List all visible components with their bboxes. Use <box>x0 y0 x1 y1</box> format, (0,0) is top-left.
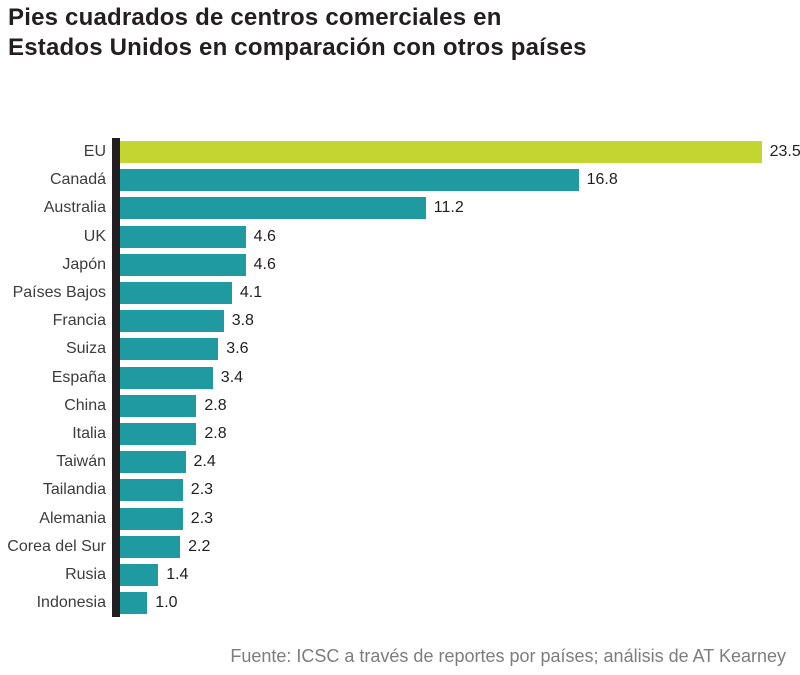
bar <box>120 479 183 502</box>
category-label: China <box>64 396 106 414</box>
bar <box>120 169 579 192</box>
bar-area: 2.8 <box>120 394 800 417</box>
category-label: Japón <box>62 255 106 273</box>
chart-row: Taiwán 2.4 <box>0 448 800 476</box>
bar-area: 2.4 <box>120 451 800 474</box>
category-label: Canadá <box>49 171 106 189</box>
bar-chart: EU 23.5 Canadá 16.8 Australia 11.2 UK 4.6 Japón 4… <box>0 138 800 618</box>
bar-area: 3.8 <box>120 310 800 333</box>
category-label: Italia <box>72 424 106 442</box>
bar <box>120 592 148 615</box>
bar-area: 2.8 <box>120 422 800 445</box>
chart-row: China 2.8 <box>0 392 800 420</box>
chart-row: Alemania 2.3 <box>0 504 800 532</box>
value-label: 3.4 <box>220 368 244 386</box>
y-axis-line <box>112 138 120 618</box>
bar <box>120 253 246 276</box>
bar <box>120 507 183 530</box>
chart-row: Países Bajos 4.1 <box>0 279 800 307</box>
value-label: 2.3 <box>190 481 214 499</box>
category-label: EU <box>83 143 106 161</box>
category-label: España <box>51 368 106 386</box>
bar-area: 4.6 <box>120 253 800 276</box>
category-label: Taiwán <box>56 453 106 471</box>
value-label: 11.2 <box>433 199 464 217</box>
value-label: 2.4 <box>193 453 216 471</box>
bar <box>120 141 762 164</box>
chart-row: Tailandia 2.3 <box>0 476 800 504</box>
chart-row: Italia 2.8 <box>0 420 800 448</box>
chart-title-line2: Estados Unidos en comparación con otros … <box>8 34 587 61</box>
value-label: 23.5 <box>769 143 800 161</box>
value-label: 2.8 <box>204 396 227 414</box>
value-label: 3.8 <box>231 312 254 330</box>
bar <box>120 451 186 474</box>
chart-row: Francia 3.8 <box>0 307 800 335</box>
bar <box>120 197 426 220</box>
bar-area: 4.1 <box>120 282 800 305</box>
bar-area: 4.6 <box>120 225 800 248</box>
chart-rows: EU 23.5 Canadá 16.8 Australia 11.2 UK 4.6 Japón 4… <box>0 138 800 617</box>
bar <box>120 225 246 248</box>
category-label: Países Bajos <box>12 284 106 302</box>
category-label: Suiza <box>65 340 106 358</box>
bar-area: 11.2 <box>120 197 800 220</box>
bar-area: 3.6 <box>120 338 800 361</box>
chart-row: UK 4.6 <box>0 223 800 251</box>
value-label: 2.3 <box>190 509 214 527</box>
category-label: Tailandia <box>42 481 106 499</box>
value-label: 16.8 <box>586 171 618 189</box>
chart-row: Australia 11.2 <box>0 194 800 222</box>
chart-row: Corea del Sur 2.2 <box>0 533 800 561</box>
bar-area: 3.4 <box>120 366 800 389</box>
source-note: Fuente: ICSC a través de reportes por pa… <box>230 646 786 666</box>
value-label: 3.6 <box>226 340 249 358</box>
category-label: Corea del Sur <box>7 537 106 555</box>
chart-row: Indonesia 1.0 <box>0 589 800 617</box>
category-label: Indonesia <box>36 594 106 612</box>
bar-area: 1.0 <box>120 592 800 615</box>
chart-row: Rusia 1.4 <box>0 561 800 589</box>
bar <box>120 282 232 305</box>
bar-area: 2.3 <box>120 479 800 502</box>
chart-row: España 3.4 <box>0 364 800 392</box>
chart-row: Japón 4.6 <box>0 251 800 279</box>
chart-title-line1: Pies cuadrados de centros comerciales en <box>8 4 502 31</box>
bar <box>120 422 197 445</box>
bar-area: 2.3 <box>120 507 800 530</box>
bar <box>120 563 159 586</box>
category-label: Rusia <box>65 565 106 583</box>
bar-area: 1.4 <box>120 563 800 586</box>
bar <box>120 394 197 417</box>
value-label: 4.1 <box>239 284 263 302</box>
value-label: 4.6 <box>253 255 276 273</box>
bar <box>120 310 224 333</box>
bar <box>120 366 213 389</box>
chart-row: Suiza 3.6 <box>0 335 800 363</box>
bar-area: 23.5 <box>120 141 800 164</box>
category-label: Francia <box>52 312 106 330</box>
value-label: 1.0 <box>155 594 178 612</box>
bar <box>120 535 181 558</box>
category-label: Alemania <box>39 509 106 527</box>
value-label: 1.4 <box>166 565 189 583</box>
bar-area: 16.8 <box>120 169 800 192</box>
chart-row: EU 23.5 <box>0 138 800 166</box>
value-label: 4.6 <box>253 227 276 245</box>
chart-title: Pies cuadrados de centros comerciales en… <box>8 3 587 63</box>
category-label: UK <box>83 227 106 245</box>
bar-area: 2.2 <box>120 535 800 558</box>
value-label: 2.8 <box>204 424 227 442</box>
category-label: Australia <box>43 199 106 217</box>
bar <box>120 338 219 361</box>
value-label: 2.2 <box>188 537 211 555</box>
chart-row: Canadá 16.8 <box>0 166 800 194</box>
